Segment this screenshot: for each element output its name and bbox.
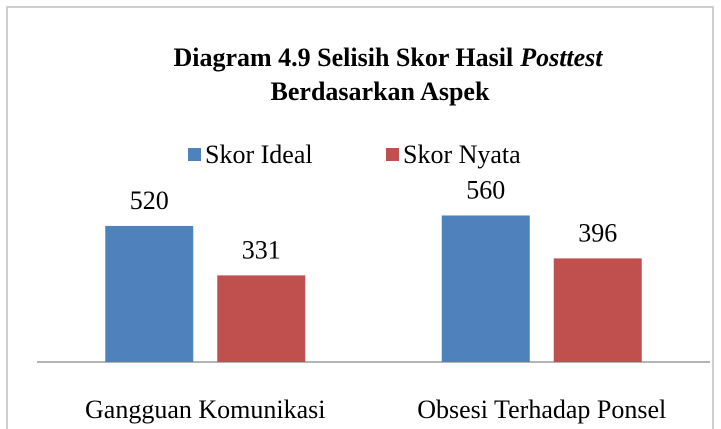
data-label: 331 — [242, 235, 281, 264]
bar — [217, 275, 306, 362]
title-part: Posttest — [519, 43, 603, 72]
data-label: 520 — [130, 186, 169, 215]
legend-swatch — [386, 148, 399, 161]
data-label: 396 — [578, 218, 617, 247]
bar — [553, 258, 642, 362]
chart-border — [6, 6, 714, 429]
chart-title: Berdasarkan Aspek — [271, 77, 490, 106]
data-label: 560 — [466, 175, 505, 204]
legend-swatch — [188, 148, 201, 161]
x-tick-label: Gangguan Komunikasi — [85, 395, 325, 424]
x-tick-label: Obsesi Terhadap Ponsel — [417, 395, 666, 424]
title-part: Diagram 4.9 Selisih Skor Hasil — [173, 43, 513, 72]
bar — [441, 215, 530, 362]
legend-label: Skor Ideal — [205, 140, 313, 169]
bar — [105, 225, 194, 362]
chart-title: Diagram 4.9 Selisih Skor Hasil Posttest — [173, 43, 603, 72]
legend-label: Skor Nyata — [403, 140, 521, 169]
